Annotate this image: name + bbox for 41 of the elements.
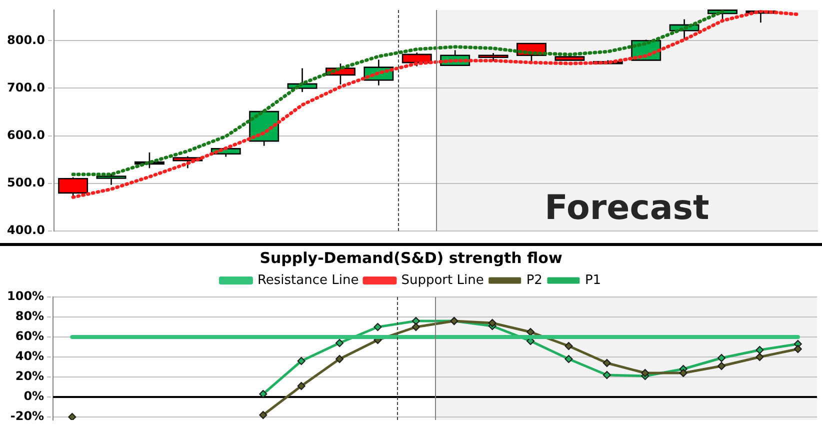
y-tick-label: 600.0 <box>6 128 45 142</box>
y-tick-label: 0% <box>24 389 44 404</box>
y-tick-label: -20% <box>10 409 44 424</box>
y-tick-label: 500.0 <box>6 176 45 190</box>
y-tick-label: 700.0 <box>6 80 45 94</box>
y-tick-label: 100% <box>6 289 44 304</box>
point <box>718 354 726 362</box>
point <box>602 359 611 367</box>
point <box>794 345 802 353</box>
point <box>602 371 611 379</box>
point <box>679 369 688 377</box>
legend-label: P1 <box>584 272 602 288</box>
point <box>68 413 76 420</box>
point <box>488 319 496 327</box>
point <box>412 323 420 331</box>
legend-label: Support Line <box>401 272 484 288</box>
annotation: Forecast <box>544 188 710 228</box>
point <box>336 339 344 347</box>
legend-label: Resistance Line <box>257 272 359 288</box>
y-tick-label: 800.0 <box>6 32 45 47</box>
y-tick-label: 20% <box>15 369 44 384</box>
point <box>756 353 764 361</box>
point <box>564 355 573 363</box>
point <box>564 342 573 350</box>
point <box>259 390 268 398</box>
point <box>756 346 764 354</box>
point <box>297 357 306 365</box>
point <box>526 328 535 336</box>
point <box>641 369 650 377</box>
point <box>259 411 268 419</box>
point <box>718 362 726 370</box>
y-tick-label: 60% <box>15 329 44 344</box>
point <box>297 382 306 390</box>
legend-label: P2 <box>526 272 542 288</box>
y-tick-label: 40% <box>15 349 44 364</box>
y-tick-label: 400.0 <box>6 223 45 238</box>
point <box>374 323 382 331</box>
point <box>336 355 344 363</box>
chart-title: Supply-Demand(S&D) strength flow <box>260 248 562 267</box>
point <box>412 317 420 325</box>
y-tick-label: 80% <box>15 309 44 324</box>
